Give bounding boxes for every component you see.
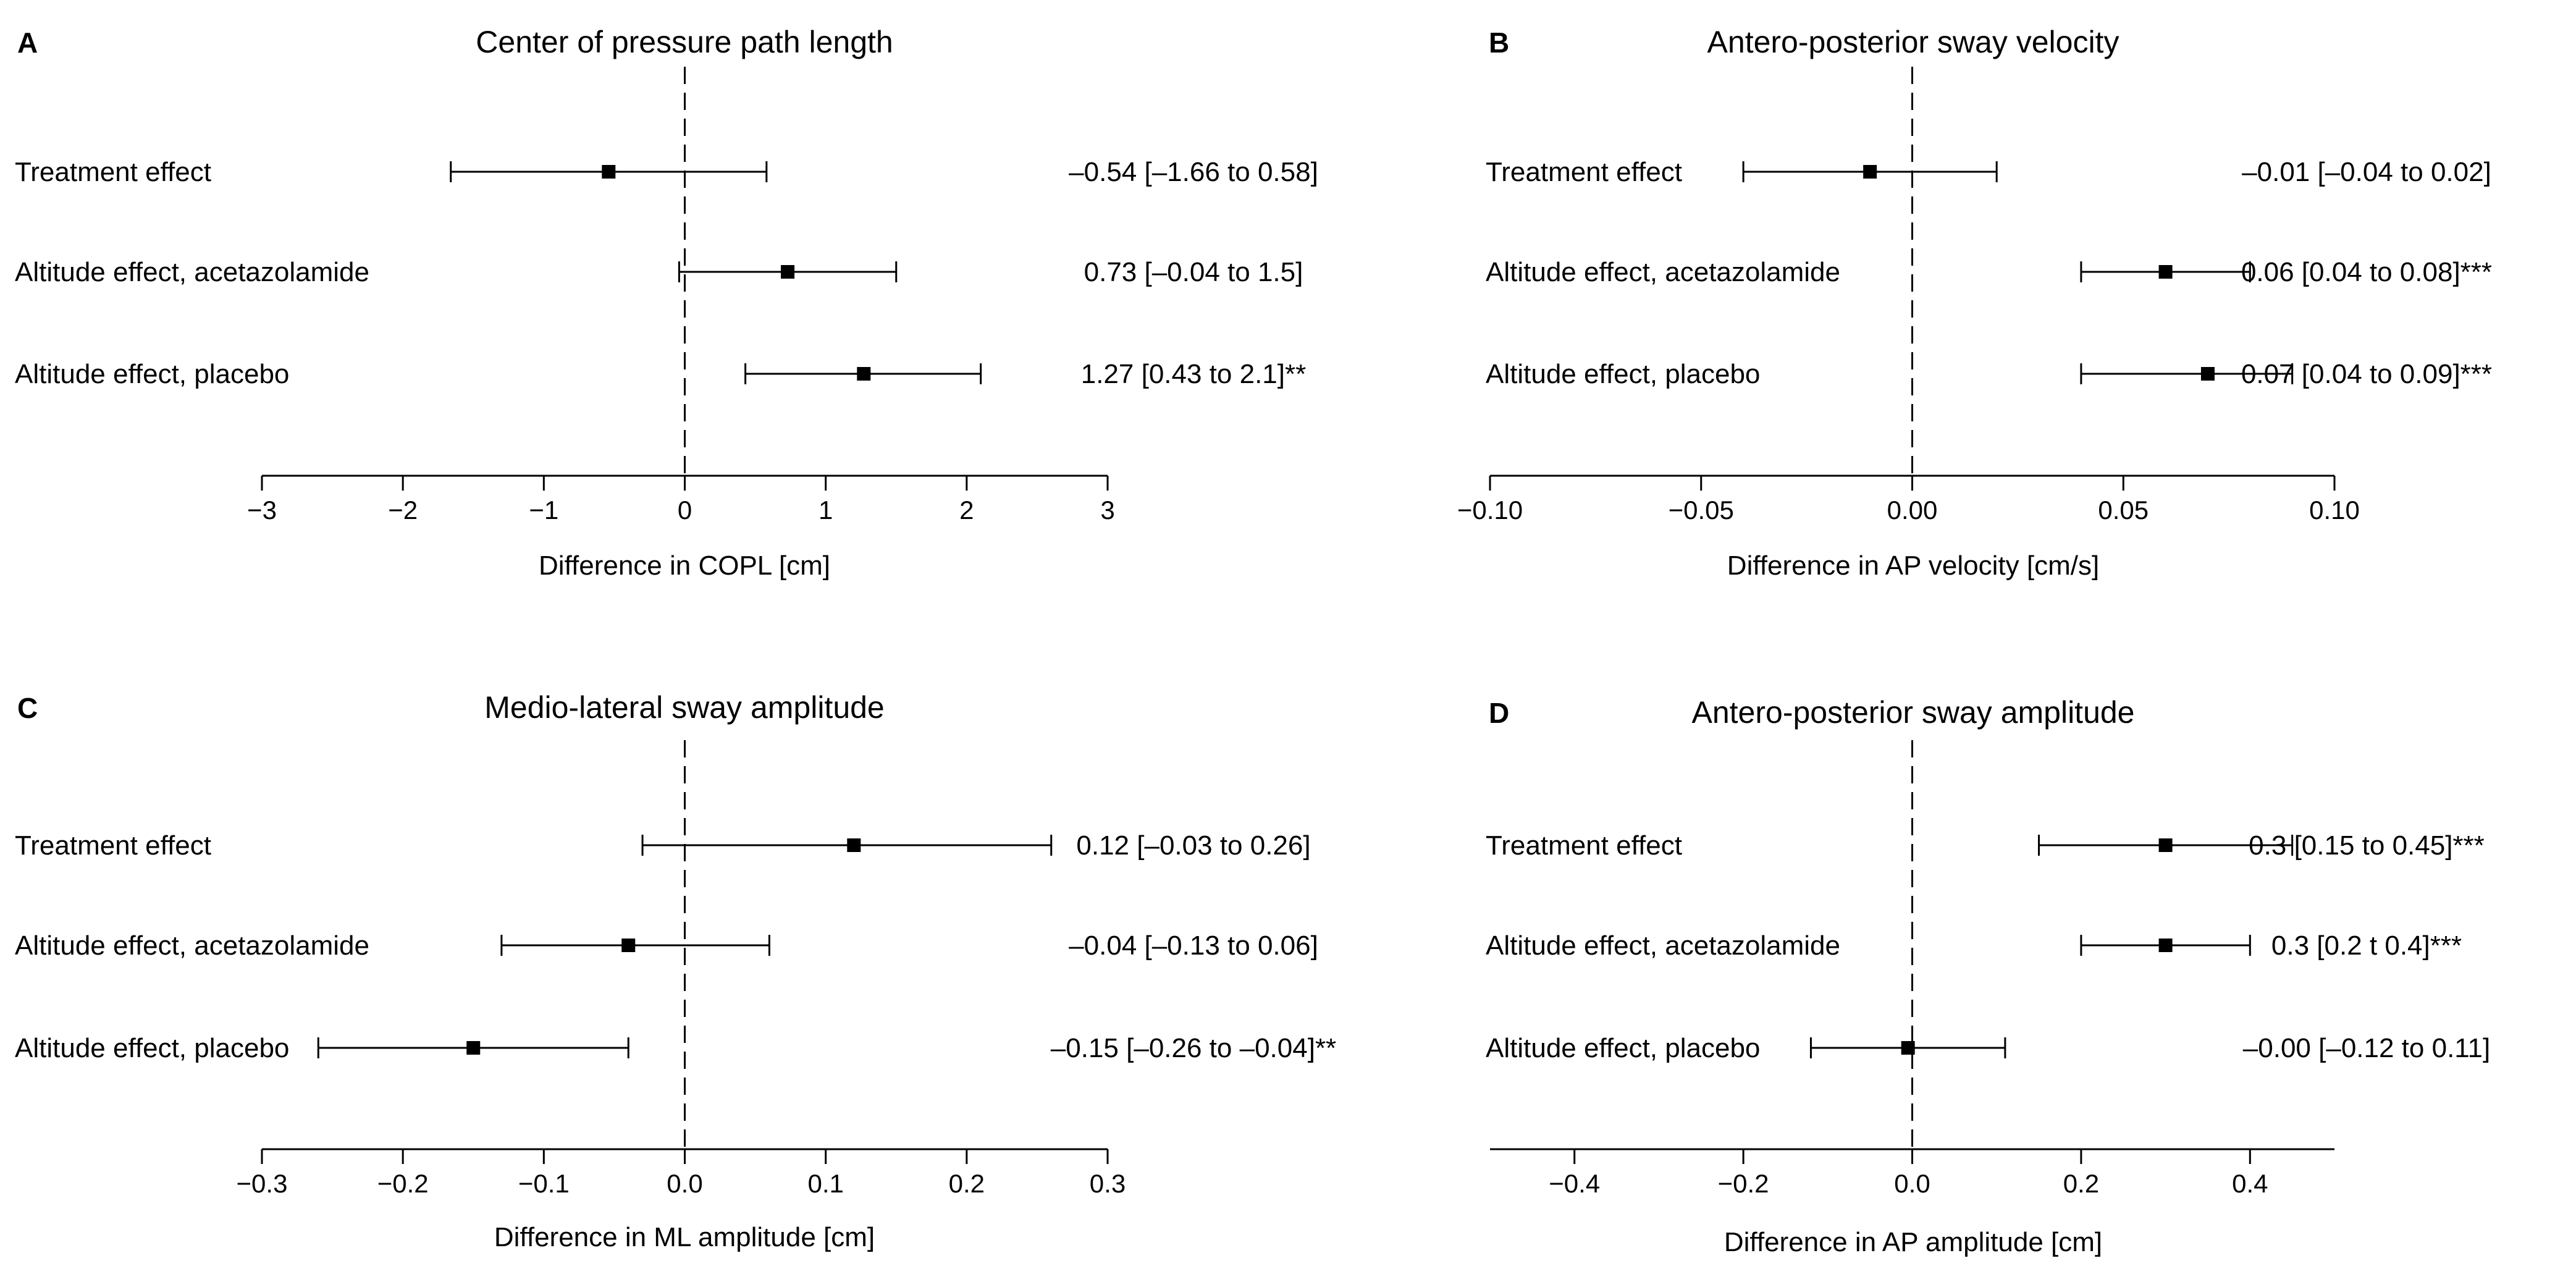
panel-c-x-tick-label: 0.0 (667, 1169, 702, 1198)
panel-c-x-tick-label: −0.1 (518, 1169, 570, 1198)
panel-a-title: Center of pressure path length (476, 25, 893, 59)
point-estimate-marker (621, 939, 636, 952)
panel-d-row: Altitude effect, placebo –0.00 [–0.12 to … (1486, 1033, 2490, 1063)
panel-d-row: Altitude effect, acetazolamide 0.3 [0.2 t… (1486, 930, 2462, 961)
point-estimate-marker (2200, 367, 2215, 381)
ci-value-label: 0.3 [0.2 t 0.4]*** (2271, 930, 2462, 961)
panel-d-letter: D (1489, 697, 1509, 729)
panel-d-x-tick-label: 0.4 (2232, 1169, 2268, 1198)
point-estimate-marker (847, 838, 861, 852)
panel-a: A Center of pressure path length −3 −2 −1 0 1 2… (15, 25, 1318, 581)
panel-b-row: Altitude effect, placebo 0.07 [0.04 to 0.… (1486, 359, 2492, 389)
row-label: Altitude effect, acetazolamide (15, 930, 369, 961)
panel-b: B Antero-posterior sway velocity −0.10 −0.0… (1457, 25, 2492, 581)
ci-value-label: 0.3 [0.15 to 0.45]*** (2249, 830, 2485, 861)
point-estimate-marker (857, 367, 871, 381)
panel-a-x-tick-label: −3 (247, 496, 277, 525)
point-estimate-marker (2158, 939, 2173, 952)
row-label: Treatment effect (15, 830, 211, 861)
panel-d-row: Treatment effect 0.3 [0.15 to 0.45]*** (1486, 830, 2485, 861)
panel-b-x-tick-label: −0.10 (1457, 496, 1523, 525)
row-label: Altitude effect, acetazolamide (1486, 930, 1840, 961)
row-label: Treatment effect (1486, 830, 1682, 861)
panel-a-row: Treatment effect –0.54 [–1.66 to 0.58] (15, 157, 1318, 187)
panel-b-x-tick-label: 0.00 (1887, 496, 1938, 525)
panel-d: D Antero-posterior sway amplitude −0.4 −0.2… (1486, 695, 2490, 1257)
panel-a-x-tick-label: 0 (678, 496, 692, 525)
row-label: Altitude effect, placebo (15, 1033, 289, 1063)
panel-b-row: Treatment effect –0.01 [–0.04 to 0.02] (1486, 157, 2491, 187)
ci-value-label: 0.06 [0.04 to 0.08]*** (2241, 257, 2492, 287)
point-estimate-marker (2158, 838, 2173, 852)
panel-b-row: Altitude effect, acetazolamide 0.06 [0.04… (1486, 257, 2492, 287)
panel-c-letter: C (17, 692, 38, 724)
panel-d-title: Antero-posterior sway amplitude (1692, 695, 2135, 730)
panel-a-x-tick-label: 1 (819, 496, 833, 525)
panel-a-x-tick-label: 3 (1100, 496, 1114, 525)
panel-c-x-tick-label: −0.2 (377, 1169, 429, 1198)
panel-b-x-tick-label: 0.05 (2098, 496, 2149, 525)
panel-c-x-tick-label: 0.2 (949, 1169, 985, 1198)
panel-a-row: Altitude effect, placebo 1.27 [0.43 to 2.… (15, 359, 1306, 389)
panel-c-row: Altitude effect, acetazolamide –0.04 [–0.… (15, 930, 1318, 961)
panel-c-x-tick-label: 0.1 (807, 1169, 843, 1198)
panel-a-letter: A (17, 27, 38, 59)
panel-c-row: Altitude effect, placebo –0.15 [–0.26 to … (15, 1033, 1336, 1063)
ci-value-label: –0.01 [–0.04 to 0.02] (2242, 157, 2491, 187)
panel-b-x-tick-label: 0.10 (2309, 496, 2360, 525)
panel-c-x-tick-label: −0.3 (237, 1169, 288, 1198)
ci-value-label: 1.27 [0.43 to 2.1]** (1081, 359, 1307, 389)
panel-a-x-tick-label: −1 (529, 496, 558, 525)
panel-b-x-tick-label: −0.05 (1669, 496, 1734, 525)
row-label: Treatment effect (15, 157, 211, 187)
point-estimate-marker (2158, 265, 2173, 279)
point-estimate-marker (602, 165, 616, 179)
ci-value-label: 0.07 [0.04 to 0.09]*** (2241, 359, 2492, 389)
ci-value-label: 0.12 [–0.03 to 0.26] (1076, 830, 1310, 861)
row-label: Altitude effect, placebo (1486, 359, 1760, 389)
panel-c-x-tick-label: 0.3 (1090, 1169, 1126, 1198)
row-label: Altitude effect, placebo (1486, 1033, 1760, 1063)
panel-c-x-axis-title: Difference in ML amplitude [cm] (494, 1222, 875, 1252)
ci-value-label: 0.73 [–0.04 to 1.5] (1084, 257, 1303, 287)
panel-a-x-axis-title: Difference in COPL [cm] (539, 551, 830, 581)
panel-a-row: Altitude effect, acetazolamide 0.73 [–0.0… (15, 257, 1303, 287)
row-label: Altitude effect, acetazolamide (1486, 257, 1840, 287)
point-estimate-marker (1863, 165, 1877, 179)
panel-d-x-tick-label: 0.2 (2063, 1169, 2099, 1198)
ci-value-label: –0.00 [–0.12 to 0.11] (2243, 1033, 2490, 1063)
ci-value-label: –0.54 [–1.66 to 0.58] (1069, 157, 1318, 187)
panel-b-x-axis-title: Difference in AP velocity [cm/s] (1727, 551, 2099, 581)
point-estimate-marker (781, 265, 795, 279)
panel-c-row: Treatment effect 0.12 [–0.03 to 0.26] (15, 830, 1311, 861)
panel-b-letter: B (1489, 27, 1509, 59)
row-label: Altitude effect, placebo (15, 359, 289, 389)
point-estimate-marker (466, 1041, 481, 1055)
panel-a-x-tick-label: 2 (959, 496, 974, 525)
panel-c-title: Medio-lateral sway amplitude (484, 690, 885, 725)
row-label: Treatment effect (1486, 157, 1682, 187)
ci-value-label: –0.04 [–0.13 to 0.06] (1069, 930, 1318, 961)
panel-d-x-tick-label: 0.0 (1894, 1169, 1930, 1198)
panel-a-x-tick-label: −2 (388, 496, 418, 525)
point-estimate-marker (1901, 1041, 1915, 1055)
ci-value-label: –0.15 [–0.26 to –0.04]** (1051, 1033, 1336, 1063)
panel-c: C Medio-lateral sway amplitude −0.3 −0.2 −0.… (15, 690, 1336, 1252)
panel-b-title: Antero-posterior sway velocity (1707, 25, 2119, 59)
panel-d-x-tick-label: −0.4 (1549, 1169, 1600, 1198)
panel-d-x-axis-title: Difference in AP amplitude [cm] (1724, 1227, 2102, 1257)
panel-d-x-tick-label: −0.2 (1718, 1169, 1769, 1198)
row-label: Altitude effect, acetazolamide (15, 257, 369, 287)
